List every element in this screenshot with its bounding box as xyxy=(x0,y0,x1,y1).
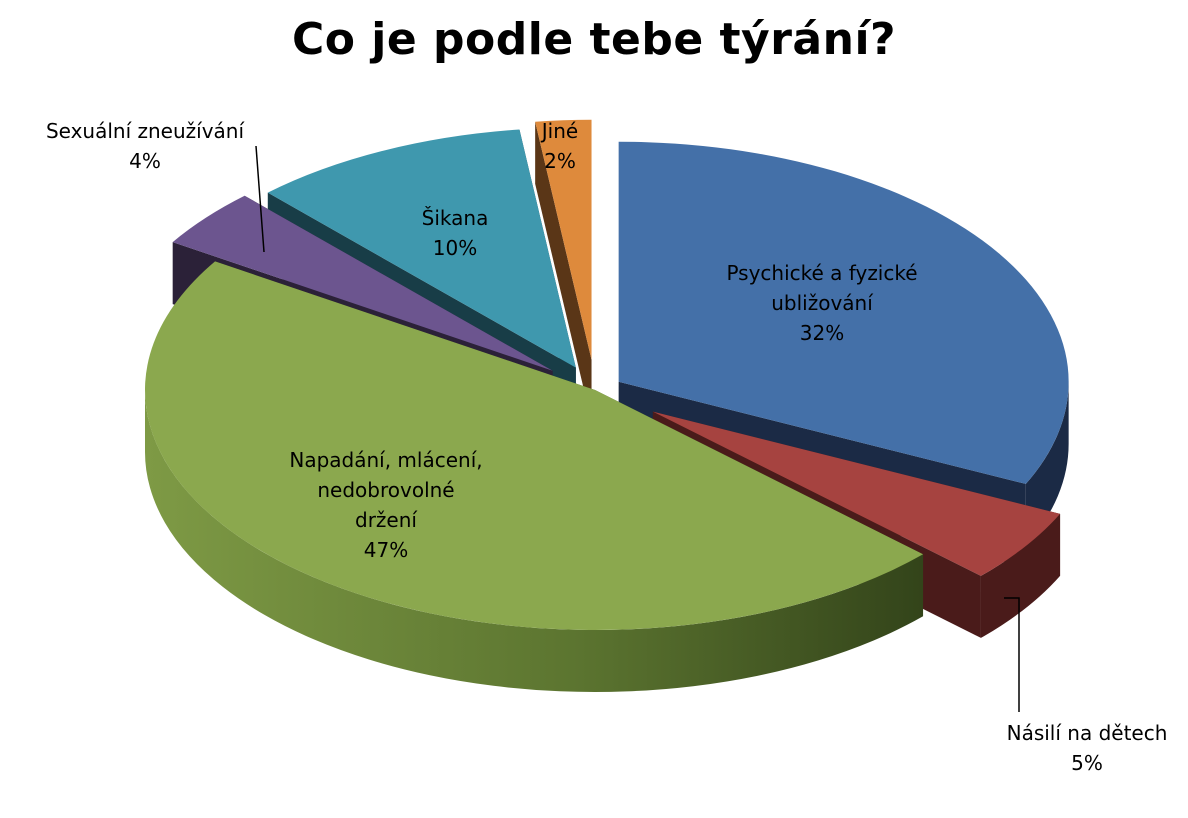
slice-label-napadani: Napadání, mlácení, xyxy=(289,448,482,472)
slice-pct-sikana: 10% xyxy=(433,236,477,260)
slice-tops xyxy=(145,119,1069,630)
slice-nasili xyxy=(652,411,1061,576)
slice-pct-sexualni: 4% xyxy=(129,149,161,173)
slice-label-sexualni: Sexuální zneužívání xyxy=(46,119,246,143)
slice-pct-napadani: 47% xyxy=(364,538,408,562)
slice-jine xyxy=(535,119,592,360)
slice-sikana xyxy=(267,129,576,368)
slice-wall-jine-0 xyxy=(535,121,592,422)
leader-lines xyxy=(255,145,1020,712)
leader-line-nasili xyxy=(1004,597,1020,712)
slice-side-psychicke-0 xyxy=(1025,381,1069,546)
slice-labels: Psychické a fyzické ubližování 32% Násilí n… xyxy=(46,119,1167,775)
slice-pct-nasili: 5% xyxy=(1071,751,1103,775)
slice-label-jine: Jiné xyxy=(540,119,578,143)
chart-title: Co je podle tebe týrání? xyxy=(291,14,897,65)
slice-label-napadani: držení xyxy=(355,508,418,532)
leader-line-sexualni xyxy=(255,145,265,253)
slice-label-napadani: nedobrovolné xyxy=(317,478,454,502)
slice-label-psychicke: Psychické a fyzické xyxy=(726,261,917,285)
slice-label-nasili: Násilí na dětech xyxy=(1007,721,1168,745)
slice-label-sikana: Šikana xyxy=(422,206,489,230)
slice-sexualni xyxy=(172,195,553,371)
slice-pct-psychicke: 32% xyxy=(800,321,844,345)
slice-side-napadani-0 xyxy=(145,390,924,692)
slice-label-psychicke: ubližování xyxy=(771,291,874,315)
slice-side-nasili-0 xyxy=(980,513,1061,638)
slice-psychicke xyxy=(618,141,1069,484)
slice-pct-jine: 2% xyxy=(544,149,576,173)
slice-napadani xyxy=(145,261,924,630)
